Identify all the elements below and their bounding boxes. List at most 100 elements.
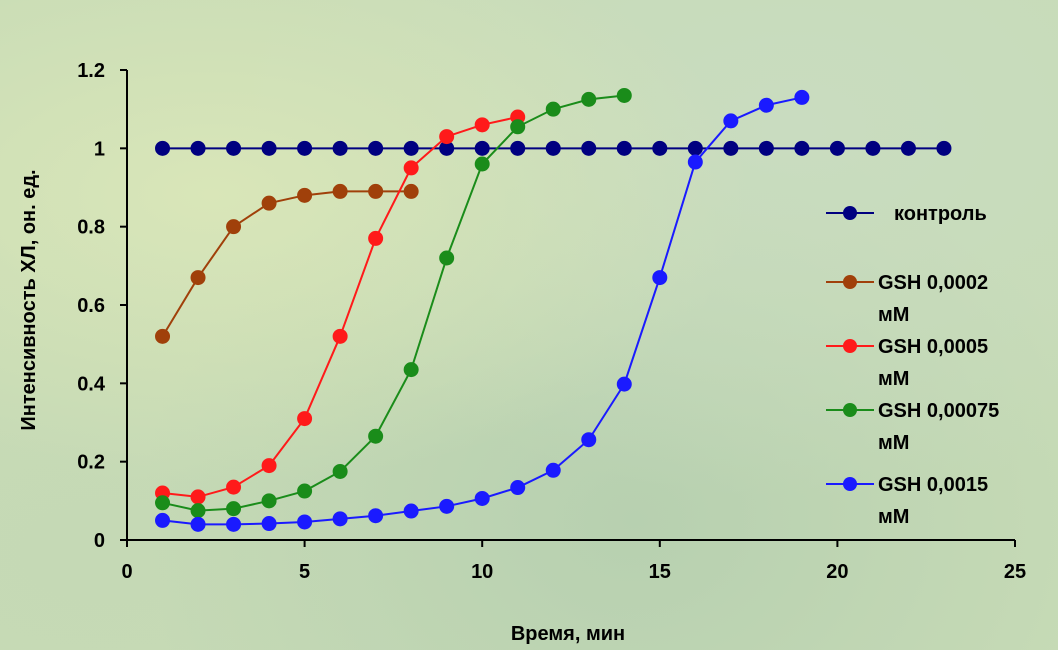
x-tick-label: 20 [826,561,848,583]
data-point [332,328,348,344]
data-point [403,160,419,176]
legend-item: GSH 0,0005 мМ [826,336,988,390]
data-point [900,140,916,156]
data-point [297,514,313,530]
legend-label: GSH 0,0015 [878,474,988,496]
data-point [616,87,632,103]
data-point [474,117,490,133]
data-point [723,113,739,129]
data-point [474,156,490,172]
data-point [758,140,774,156]
legend-marker [843,403,857,417]
legend-marker [843,206,857,220]
data-point [226,219,242,235]
data-point [332,183,348,199]
data-point [226,479,242,495]
data-point [581,140,597,156]
data-point [652,140,668,156]
x-tick-label: 15 [649,561,671,583]
data-point [332,140,348,156]
data-point [510,140,526,156]
data-point [758,97,774,113]
x-tick-label: 10 [471,561,493,583]
legend-label: GSH 0,00075 [878,400,999,422]
data-point [687,140,703,156]
legend-label-unit: мМ [878,506,909,528]
y-tick-label: 1.2 [77,60,105,82]
data-point [439,250,455,266]
series-3 [155,87,632,519]
data-point [403,362,419,378]
legend-label-unit: мМ [878,432,909,454]
y-tick-label: 0.8 [77,217,105,239]
data-point [474,490,490,506]
data-point [403,183,419,199]
data-point [297,411,313,427]
x-axis-title: Время, мин [511,623,625,645]
y-tick-label: 0 [94,530,105,552]
x-tick-label: 0 [121,561,132,583]
data-point [155,512,171,528]
legend-marker [843,339,857,353]
data-point [368,183,384,199]
x-tick-label: 5 [299,561,310,583]
data-point [155,140,171,156]
data-point [403,140,419,156]
data-point [545,101,561,117]
data-point [226,140,242,156]
data-point [368,508,384,524]
data-point [368,230,384,246]
data-point [297,187,313,203]
data-point [155,495,171,511]
data-point [297,140,313,156]
data-point [332,511,348,527]
series-line [162,116,518,498]
data-point [155,328,171,344]
data-point [439,498,455,514]
data-point [190,503,206,519]
legend-item: GSH 0,0015 мМ [826,474,988,528]
data-point [190,270,206,286]
data-point [581,432,597,448]
legend-label-unit: мМ [878,368,909,390]
legend-item: GSH 0,0002 мМ [826,272,988,326]
data-point [652,270,668,286]
y-tick-label: 1 [94,138,105,160]
data-point [865,140,881,156]
data-point [723,140,739,156]
data-point [190,516,206,532]
data-point [368,140,384,156]
legend-label: контроль [894,203,987,225]
series-group [155,87,952,532]
data-point [261,458,277,474]
data-point [687,154,703,170]
legend-label: GSH 0,0002 [878,272,988,294]
y-axis-title: Интенсивность ХЛ, он. ед. [18,169,40,430]
data-point [261,140,277,156]
data-point [936,140,952,156]
data-point [545,462,561,478]
series-line [161,190,412,337]
y-tick-label: 0.6 [77,295,105,317]
series-1 [155,183,419,344]
y-tick-label: 0.4 [77,373,106,395]
data-point [261,516,277,532]
data-point [545,140,561,156]
series-0 [155,140,952,156]
legend-label: GSH 0,0005 [878,336,988,358]
data-point [616,140,632,156]
data-point [510,480,526,496]
legend-marker [843,275,857,289]
legend-item: контроль [826,203,987,225]
data-point [190,140,206,156]
data-point [403,503,419,519]
data-point [439,129,455,145]
data-point [829,140,845,156]
data-point [510,119,526,135]
data-point [226,516,242,532]
series-2 [155,109,526,505]
ticks: 0 5 10 15 20 25 0 0.2 0.4 0.6 0.8 1 1.2 [77,60,1026,583]
data-point [332,463,348,479]
data-point [226,501,242,517]
